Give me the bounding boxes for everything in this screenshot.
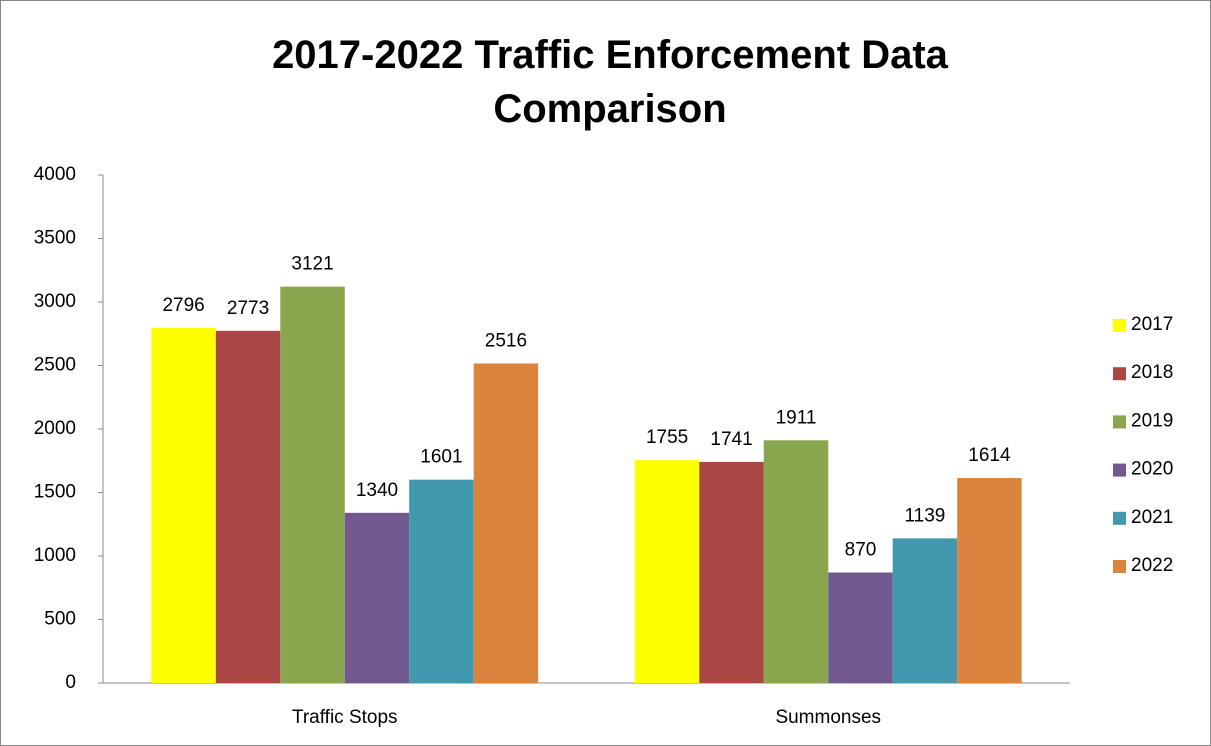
y-tick-label: 3000 — [34, 291, 76, 312]
legend-label: 2017 — [1131, 314, 1173, 335]
chart-title: 2017-2022 Traffic Enforcement Data Compa… — [272, 33, 948, 131]
bar — [215, 330, 281, 683]
data-label: 1601 — [420, 447, 462, 468]
legend-swatch — [1113, 367, 1126, 381]
bar — [634, 460, 700, 683]
y-tick-label: 2500 — [34, 355, 76, 376]
legend-swatch — [1113, 319, 1126, 332]
data-label: 1340 — [356, 480, 398, 501]
legend-label: 2020 — [1131, 459, 1173, 480]
data-label: 3121 — [291, 254, 333, 275]
data-label: 2773 — [227, 298, 269, 319]
bar — [699, 461, 764, 683]
bar — [957, 478, 1022, 683]
legend-label: 2021 — [1131, 507, 1173, 528]
y-tick-label: 3500 — [34, 228, 76, 249]
legend-label: 2019 — [1131, 410, 1173, 431]
x-tick-label: Summonses — [775, 707, 881, 728]
bar — [151, 327, 216, 683]
data-label: 870 — [845, 540, 877, 561]
legend-label: 2018 — [1131, 362, 1173, 383]
data-label: 1139 — [905, 505, 946, 526]
y-tick-label: 500 — [44, 609, 76, 630]
data-label: 2516 — [485, 330, 527, 351]
data-label: 1911 — [776, 407, 817, 428]
data-label: 1614 — [968, 445, 1011, 466]
legend-swatch — [1113, 463, 1126, 477]
y-tick-label: 4000 — [34, 164, 76, 185]
legend-label: 2022 — [1131, 555, 1173, 576]
y-tick-label: 1000 — [34, 545, 76, 566]
bar — [892, 538, 958, 683]
bar — [763, 440, 829, 683]
legend-swatch — [1113, 560, 1126, 573]
bar — [409, 479, 474, 683]
data-label: 1755 — [646, 427, 688, 448]
bar — [473, 363, 539, 683]
y-tick-label: 2000 — [34, 418, 76, 439]
x-tick-label: Traffic Stops — [292, 707, 398, 728]
legend-swatch — [1113, 415, 1126, 429]
bar — [344, 512, 410, 683]
legend-swatch — [1113, 511, 1126, 525]
bar — [280, 286, 345, 683]
data-label: 1741 — [710, 429, 752, 450]
bar — [828, 572, 893, 683]
data-label: 2796 — [162, 295, 204, 316]
y-tick-label: 0 — [65, 672, 76, 693]
y-tick-label: 1500 — [34, 482, 76, 503]
